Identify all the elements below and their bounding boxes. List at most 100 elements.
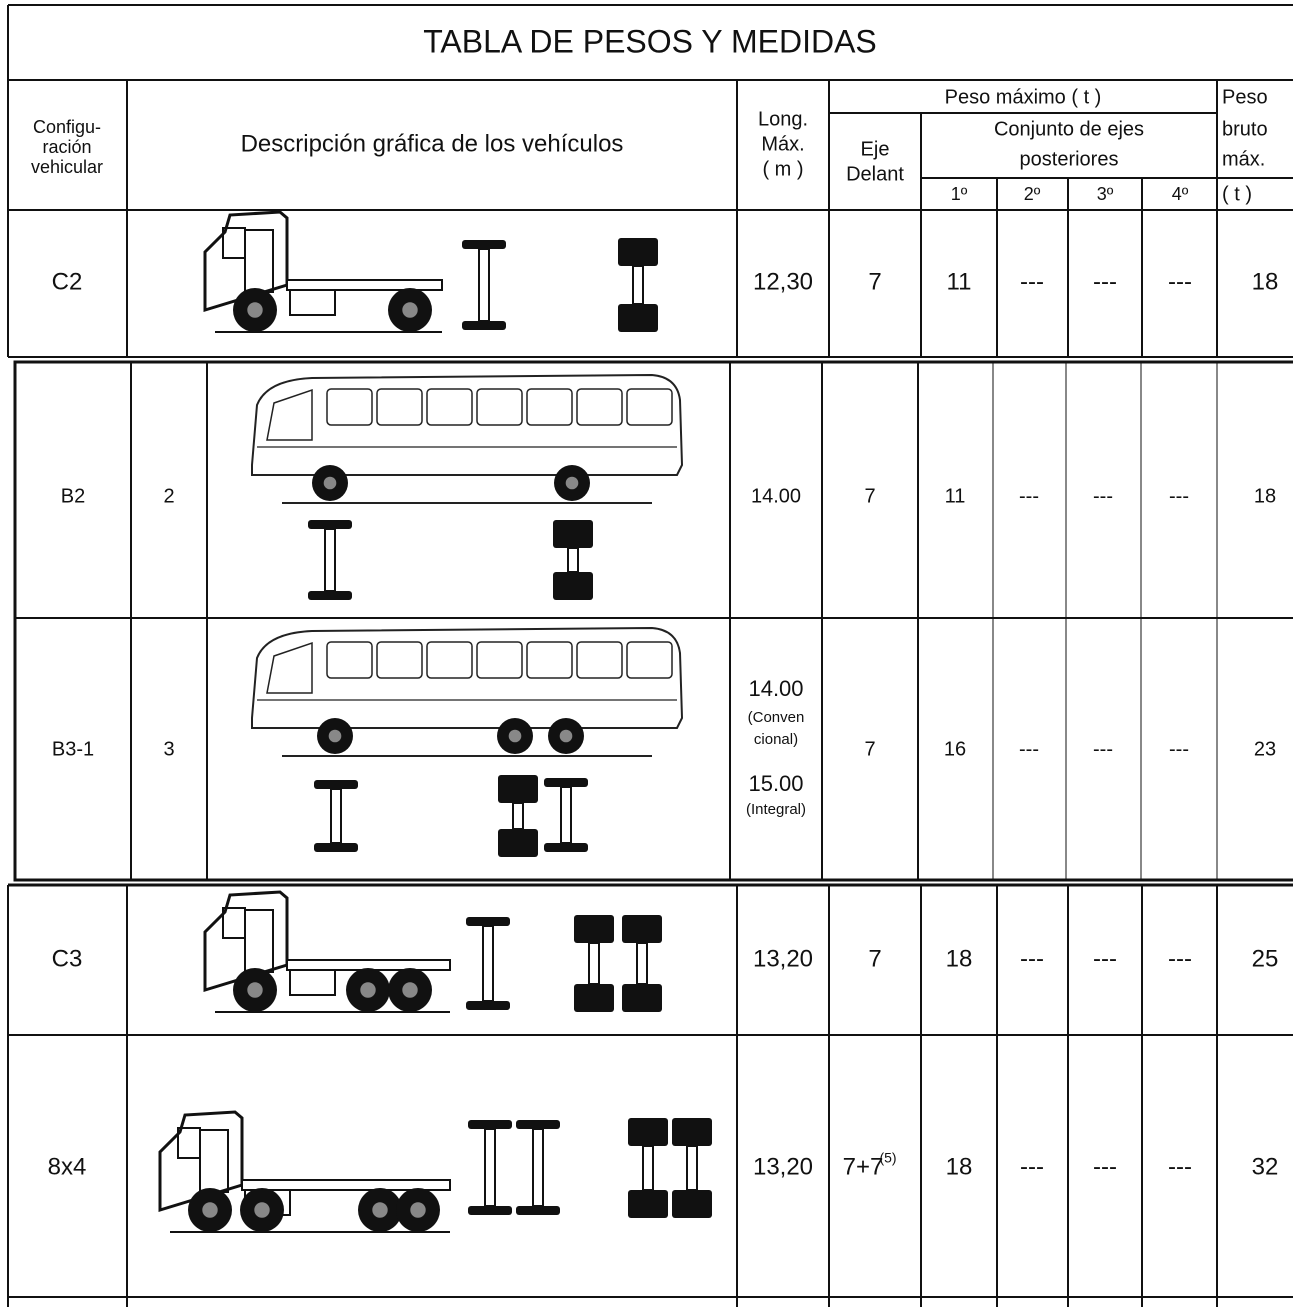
axle-count: 2: [163, 485, 174, 507]
axle-icon: [672, 1118, 712, 1218]
rear-axle: ---: [1093, 945, 1117, 972]
rear-axle: ---: [1020, 268, 1044, 295]
tire: [618, 238, 658, 266]
rear-axle: ---: [1093, 268, 1117, 295]
header-text: Eje: [861, 138, 890, 160]
rear-axle: ---: [1093, 485, 1113, 507]
header-text: 3º: [1097, 184, 1114, 204]
truck: [158, 1110, 451, 1233]
tire: [544, 843, 588, 852]
tire: [308, 520, 352, 529]
length: 14.00: [748, 676, 803, 701]
hub: [360, 982, 376, 998]
tire: [314, 780, 358, 789]
shaft: [478, 248, 490, 322]
tire: [516, 1120, 560, 1129]
hub: [508, 729, 522, 743]
hub: [254, 1202, 270, 1218]
tank: [289, 289, 336, 316]
truck: [203, 890, 451, 1013]
window: [326, 641, 373, 679]
hub: [202, 1202, 218, 1218]
header-text: ración: [42, 137, 91, 157]
rear-axle: ---: [1093, 1153, 1117, 1180]
header-text: Long.: [758, 108, 808, 130]
axle-count: 3: [163, 738, 174, 760]
length: 14.00: [751, 485, 801, 507]
table-text: TABLA DE PESOS Y MEDIDAS Configu-raciónve…: [31, 23, 1278, 1180]
window: [376, 641, 423, 679]
tire: [622, 984, 662, 1012]
tire: [498, 829, 538, 857]
bed: [286, 279, 443, 291]
rear-axle: ---: [1020, 945, 1044, 972]
rear-axle: 16: [944, 738, 966, 760]
tire: [462, 240, 506, 249]
hub: [247, 302, 263, 318]
header-text: máx.: [1222, 148, 1265, 170]
rear-axle: 11: [945, 485, 966, 507]
rear-axle: ---: [1019, 738, 1039, 760]
header-text: 4º: [1172, 184, 1189, 204]
header-text: posteriores: [1020, 148, 1119, 170]
window: [576, 641, 623, 679]
shaft: [686, 1145, 698, 1191]
rear-axle: ---: [1168, 945, 1192, 972]
gross-weight: 18: [1254, 485, 1276, 507]
window: [576, 388, 623, 426]
tire: [672, 1118, 712, 1146]
hub: [402, 982, 418, 998]
tire: [544, 778, 588, 787]
length: 13,20: [753, 1153, 813, 1180]
configuration: C2: [52, 268, 83, 295]
rear-axle: ---: [1168, 1153, 1192, 1180]
window: [376, 388, 423, 426]
shaft: [330, 788, 342, 844]
hub: [402, 302, 418, 318]
tire: [553, 520, 593, 548]
rear-axle: ---: [1019, 485, 1039, 507]
tire: [574, 915, 614, 943]
window: [626, 641, 673, 679]
length: 13,20: [753, 945, 813, 972]
header-text: bruto: [1222, 118, 1268, 140]
header-text: ( m ): [762, 158, 803, 180]
windshield: [266, 388, 313, 441]
tire: [466, 1001, 510, 1010]
axle-icon: [618, 238, 658, 332]
axle-icon: [308, 520, 352, 600]
axle-icon: [468, 1120, 512, 1215]
window: [426, 388, 473, 426]
tire: [314, 843, 358, 852]
window: [426, 641, 473, 679]
axle-icon: [462, 240, 506, 330]
header-text: ( t ): [1222, 183, 1252, 205]
front-axle: 7+7: [843, 1153, 884, 1180]
footnote: (5): [879, 1150, 896, 1166]
length: 12,30: [753, 268, 813, 295]
hub: [410, 1202, 426, 1218]
tire: [574, 984, 614, 1012]
tire: [628, 1118, 668, 1146]
bus: [251, 626, 684, 757]
vehicle-drawings: [158, 210, 712, 1233]
axle-icon: [574, 915, 614, 1012]
bed: [241, 1179, 451, 1191]
front-axle: 7: [864, 738, 875, 760]
tire: [468, 1206, 512, 1215]
header-text: Peso máximo ( t ): [945, 86, 1102, 108]
configuration: B2: [61, 485, 85, 507]
length: (Integral): [746, 801, 806, 818]
gross-weight: 32: [1252, 1153, 1279, 1180]
rear-axle: 18: [946, 945, 973, 972]
shaft: [632, 265, 644, 305]
axle-icon: [314, 780, 358, 852]
rear-axle: ---: [1093, 738, 1113, 760]
front-axle: 7: [868, 945, 881, 972]
shaft: [560, 786, 572, 844]
axle-icon: [516, 1120, 560, 1215]
tire: [618, 304, 658, 332]
length: (Conven: [748, 709, 805, 726]
shaft: [484, 1128, 496, 1207]
